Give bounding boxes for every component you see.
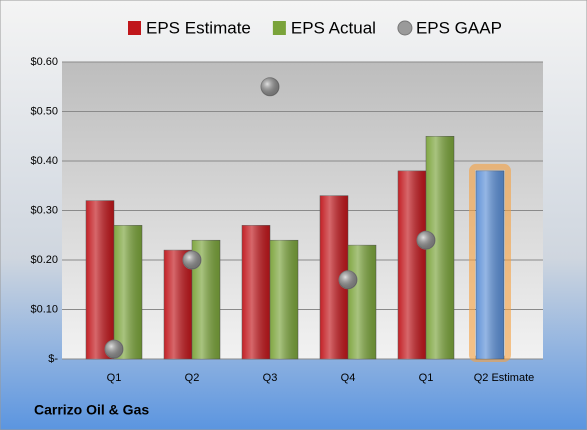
x-tick-label: Q4 [341, 372, 356, 384]
bubble-shine [339, 270, 357, 289]
x-tick-label: Q2 Estimate [474, 372, 535, 384]
legend-swatch [128, 21, 141, 35]
legend-label: EPS Actual [291, 18, 376, 37]
x-tick-label: Q2 [185, 372, 200, 384]
bubble-shine [417, 231, 435, 250]
y-tick-label: $- [48, 353, 58, 365]
bar-shine [242, 225, 270, 359]
bar-shine [476, 170, 504, 359]
bar-shine [86, 200, 114, 359]
bubble-shine [105, 340, 123, 359]
y-tick-label: $0.50 [30, 105, 58, 117]
bar-shine [348, 245, 376, 359]
bar-shine [270, 240, 298, 359]
y-tick-label: $0.10 [30, 303, 58, 315]
x-tick-label: Q1 [107, 372, 122, 384]
legend-swatch [397, 20, 413, 36]
footer: Carrizo Oil & Gas [34, 402, 149, 418]
y-tick-label: $0.20 [30, 254, 58, 266]
legend-label: EPS GAAP [416, 18, 502, 37]
legend-label: EPS Estimate [146, 18, 251, 37]
x-tick-label: Q1 [419, 372, 434, 384]
y-tick-label: $0.60 [30, 56, 58, 68]
bar-shine [398, 170, 426, 359]
bubble-shine [261, 77, 279, 96]
y-tick-label: $0.30 [30, 204, 58, 216]
y-tick-label: $0.40 [30, 155, 58, 167]
bubble-shine [183, 251, 201, 269]
legend-swatch [272, 21, 286, 35]
bar-shine [114, 225, 142, 359]
x-tick-label: Q3 [263, 372, 278, 384]
